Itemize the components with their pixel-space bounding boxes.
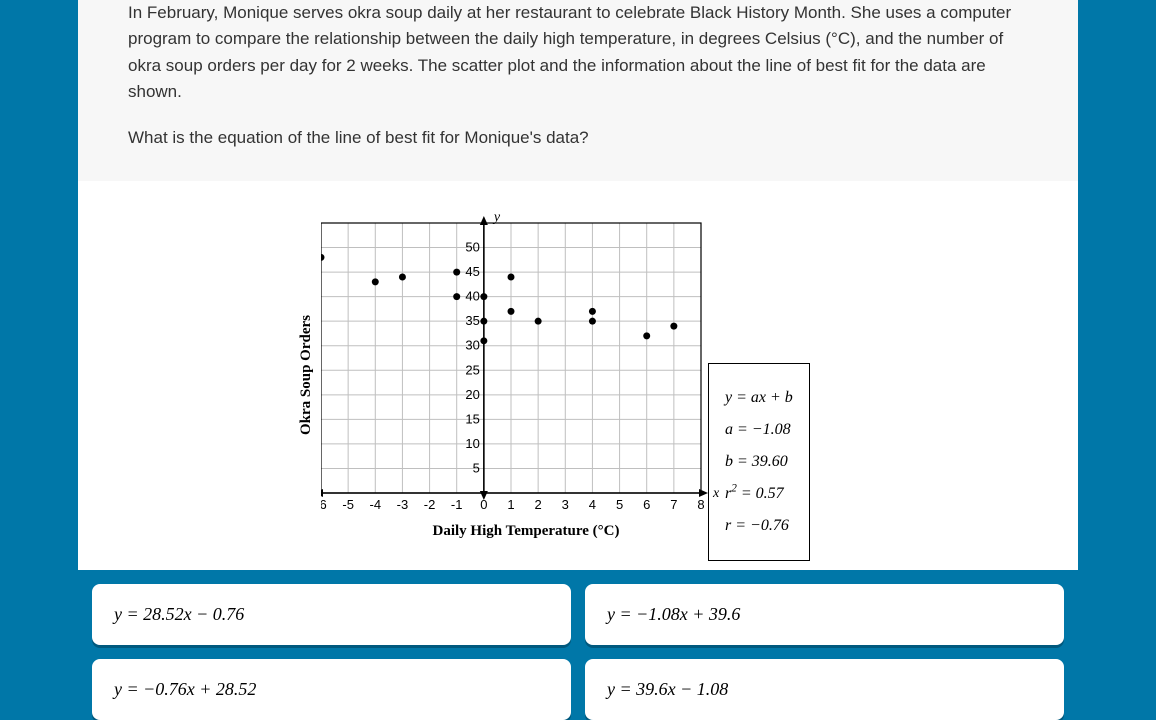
svg-text:-5: -5 xyxy=(342,497,354,512)
answer-a-text: y = 28.52x − 0.76 xyxy=(114,604,244,624)
info-equation-form: y = ax + b xyxy=(725,382,793,414)
svg-text:5: 5 xyxy=(616,497,623,512)
answer-option-d[interactable]: y = 39.6x − 1.08 xyxy=(585,659,1064,720)
info-r-value: r = −0.76 xyxy=(725,510,793,542)
svg-text:3: 3 xyxy=(562,497,569,512)
problem-text: In February, Monique serves okra soup da… xyxy=(128,0,1028,105)
svg-text:10: 10 xyxy=(465,436,479,451)
svg-text:40: 40 xyxy=(465,289,479,304)
y-axis-title: Okra Soup Orders xyxy=(298,315,315,435)
svg-text:25: 25 xyxy=(465,362,479,377)
figure-area: Okra Soup Orders yx-6-5-4-3-2-1012345678… xyxy=(78,181,1078,570)
svg-text:30: 30 xyxy=(465,338,479,353)
svg-text:5: 5 xyxy=(473,460,480,475)
answer-c-text: y = −0.76x + 28.52 xyxy=(114,679,256,699)
answer-grid: y = 28.52x − 0.76 y = −1.08x + 39.6 y = … xyxy=(78,570,1078,720)
answer-option-a[interactable]: y = 28.52x − 0.76 xyxy=(92,584,571,645)
svg-text:6: 6 xyxy=(643,497,650,512)
svg-text:20: 20 xyxy=(465,387,479,402)
question-text: What is the equation of the line of best… xyxy=(128,125,1028,151)
svg-text:-6: -6 xyxy=(321,497,327,512)
answer-d-text: y = 39.6x − 1.08 xyxy=(607,679,728,699)
info-a-value: a = −1.08 xyxy=(725,414,793,446)
info-r-squared: r2 = 0.57 xyxy=(725,478,793,510)
svg-text:1: 1 xyxy=(507,497,514,512)
svg-text:-3: -3 xyxy=(397,497,409,512)
x-axis-title: Daily High Temperature (°C) xyxy=(433,523,620,540)
svg-text:4: 4 xyxy=(589,497,596,512)
svg-text:8: 8 xyxy=(697,497,704,512)
problem-header: In February, Monique serves okra soup da… xyxy=(78,0,1078,181)
answer-option-c[interactable]: y = −0.76x + 28.52 xyxy=(92,659,571,720)
svg-text:-4: -4 xyxy=(370,497,382,512)
svg-text:45: 45 xyxy=(465,264,479,279)
svg-text:2: 2 xyxy=(535,497,542,512)
answer-b-text: y = −1.08x + 39.6 xyxy=(607,604,740,624)
svg-text:15: 15 xyxy=(465,411,479,426)
svg-text:y: y xyxy=(492,211,501,225)
svg-text:-1: -1 xyxy=(451,497,463,512)
chart-wrap: Okra Soup Orders yx-6-5-4-3-2-1012345678… xyxy=(298,211,765,540)
regression-info-box: y = ax + b a = −1.08 b = 39.60 r2 = 0.57… xyxy=(708,363,810,561)
svg-text:7: 7 xyxy=(670,497,677,512)
page-container: In February, Monique serves okra soup da… xyxy=(78,0,1078,655)
info-b-value: b = 39.60 xyxy=(725,446,793,478)
svg-text:0: 0 xyxy=(480,497,487,512)
svg-text:35: 35 xyxy=(465,313,479,328)
answer-option-b[interactable]: y = −1.08x + 39.6 xyxy=(585,584,1064,645)
svg-text:-2: -2 xyxy=(424,497,436,512)
svg-text:50: 50 xyxy=(465,239,479,254)
scatter-plot: yx-6-5-4-3-2-101234567851015202530354045… xyxy=(321,211,731,519)
